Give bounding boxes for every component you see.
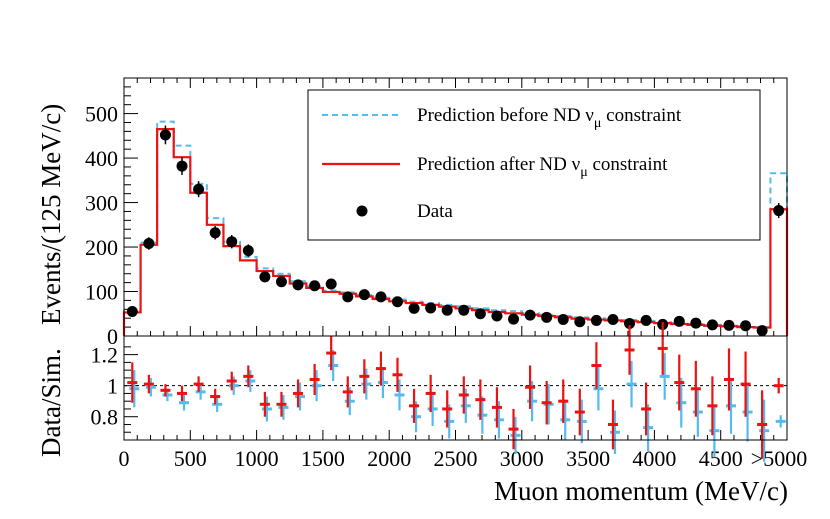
data-point (375, 291, 387, 303)
bottom-panel-frame (123, 335, 788, 441)
data-point (524, 309, 536, 321)
legend-label-before: Prediction before ND νμ constraint (417, 105, 682, 131)
data-point (408, 302, 420, 314)
data-point (259, 271, 271, 283)
ratio-after-points (127, 322, 784, 459)
data-point (624, 318, 636, 330)
data-point (193, 183, 205, 195)
data-point (242, 245, 254, 257)
x-tick-label: 500 (174, 446, 207, 471)
x-tick-label: 1000 (235, 446, 279, 471)
legend: Prediction before ND νμ constraint Predi… (307, 89, 761, 241)
data-point (342, 291, 354, 303)
bottom-y-tick-label: 1.2 (91, 343, 119, 368)
data-point (309, 280, 321, 292)
bottom-y-tick-label: 0.8 (91, 405, 119, 430)
x-tick-label: 0 (119, 446, 130, 471)
data-point (159, 129, 171, 141)
data-point (292, 279, 304, 291)
data-point (508, 313, 520, 325)
ratio-before-points (129, 349, 786, 462)
data-point (590, 314, 602, 326)
top-y-tick-label: 200 (85, 235, 118, 260)
top-y-tick-label: 0 (107, 324, 118, 349)
legend-label-data: Data (417, 201, 453, 222)
data-point (474, 308, 486, 320)
data-point (690, 317, 702, 329)
data-point (391, 296, 403, 308)
top-y-tick-label: 400 (85, 146, 118, 171)
data-point (574, 316, 586, 328)
data-point (740, 320, 752, 332)
data-point (275, 276, 287, 288)
data-point (673, 315, 685, 327)
top-y-tick-label: 100 (85, 280, 118, 305)
top-y-tick-label: 300 (85, 191, 118, 216)
data-point (325, 278, 337, 290)
legend-marker-data (356, 205, 368, 217)
y-axis-title-top: Events/(125 MeV/c) (36, 104, 66, 325)
top-panel-axes: 0 100 200 300 400 500 (85, 78, 788, 349)
data-point (143, 237, 155, 249)
x-tick-label: 4500 (699, 446, 743, 471)
data-point (557, 314, 569, 326)
data-point (358, 289, 370, 301)
x-axis-title: Muon momentum (MeV/c) (494, 476, 788, 506)
y-axis-title-bottom: Data/Sim. (36, 348, 66, 457)
x-tick-label: >5000 (751, 446, 807, 471)
legend-label-after: Prediction after ND νμ constraint (417, 154, 668, 180)
top-y-tick-label: 500 (85, 102, 118, 127)
data-point (541, 311, 553, 323)
data-point (209, 227, 221, 239)
data-point (773, 205, 785, 217)
x-tick-label: 1500 (301, 446, 345, 471)
data-point (607, 314, 619, 326)
data-point (176, 160, 188, 172)
data-point (458, 304, 470, 316)
bottom-frame-rect (123, 335, 788, 441)
data-points (126, 125, 785, 337)
data-point (640, 314, 652, 326)
x-tick-label: 3500 (566, 446, 610, 471)
x-tick-label: 4000 (632, 446, 676, 471)
data-point (226, 236, 238, 248)
x-tick-label: 3000 (500, 446, 544, 471)
data-point (756, 325, 768, 337)
data-point (126, 306, 138, 318)
x-tick-label: 2000 (367, 446, 411, 471)
data-point (706, 319, 718, 331)
data-point (491, 310, 503, 322)
data-point (425, 302, 437, 314)
x-tick-label: 2500 (434, 446, 478, 471)
bottom-y-tick-label: 1 (107, 374, 118, 399)
data-point (441, 304, 453, 316)
data-point (723, 319, 735, 331)
